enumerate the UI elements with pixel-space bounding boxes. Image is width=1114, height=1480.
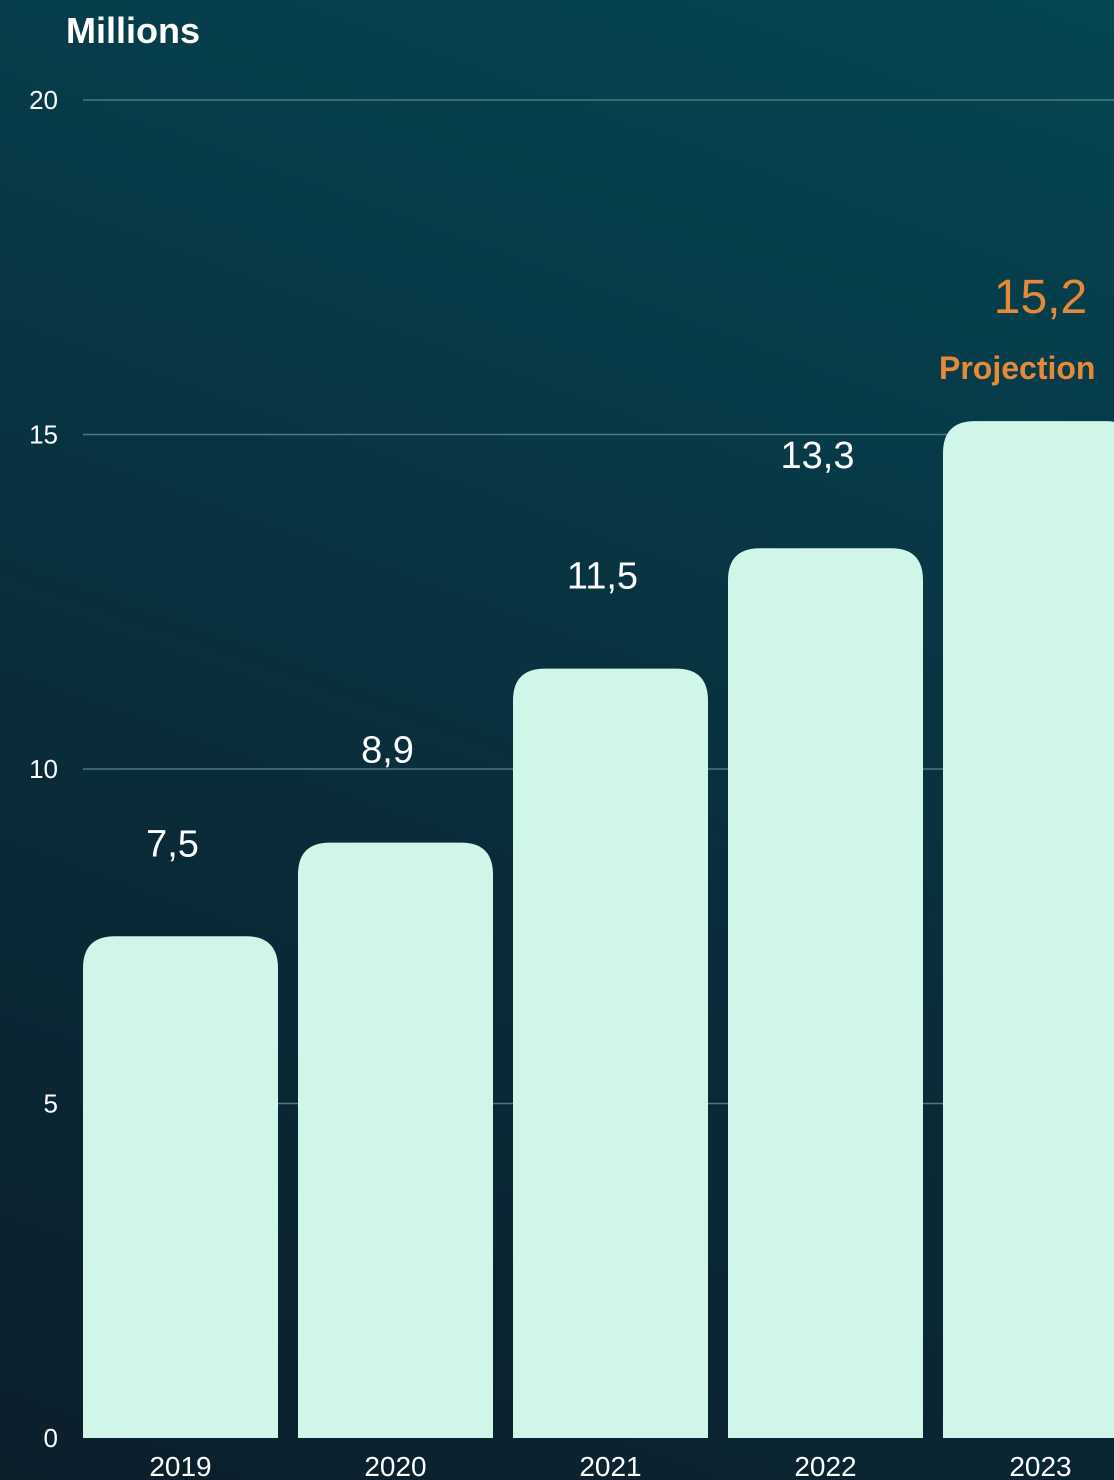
value-label-2019: 7,5	[146, 823, 199, 865]
bar-2023	[943, 421, 1114, 1438]
x-tick-label-2022: 2022	[794, 1451, 856, 1480]
x-tick-label-2019: 2019	[149, 1451, 211, 1480]
y-axis-unit-label: Millions	[66, 10, 200, 51]
y-tick-label: 20	[29, 85, 58, 115]
value-labels: 7,5 8,9 11,5 13,3 15,2 Projection	[146, 271, 1095, 865]
value-label-2022: 13,3	[781, 435, 855, 477]
x-tick-label-2020: 2020	[364, 1451, 426, 1480]
bar-2019	[83, 936, 278, 1438]
value-label-2023: 15,2	[994, 271, 1087, 324]
x-axis-ticks: 2019 2020 2021 2022 2023	[149, 1451, 1071, 1480]
x-tick-label-2021: 2021	[579, 1451, 641, 1480]
y-tick-label: 5	[44, 1089, 58, 1119]
y-tick-label: 0	[44, 1423, 58, 1453]
projection-label: Projection	[939, 350, 1095, 386]
y-axis-ticks: 0 5 10 15 20	[29, 85, 58, 1453]
x-tick-label-2023: 2023	[1009, 1451, 1071, 1480]
y-tick-label: 10	[29, 754, 58, 784]
bar-2022	[728, 548, 923, 1438]
y-tick-label: 15	[29, 420, 58, 450]
bars	[83, 421, 1114, 1438]
value-label-2020: 8,9	[361, 730, 414, 772]
bar-2020	[298, 842, 493, 1438]
value-label-2021: 11,5	[567, 556, 638, 598]
bar-2021	[513, 668, 708, 1438]
